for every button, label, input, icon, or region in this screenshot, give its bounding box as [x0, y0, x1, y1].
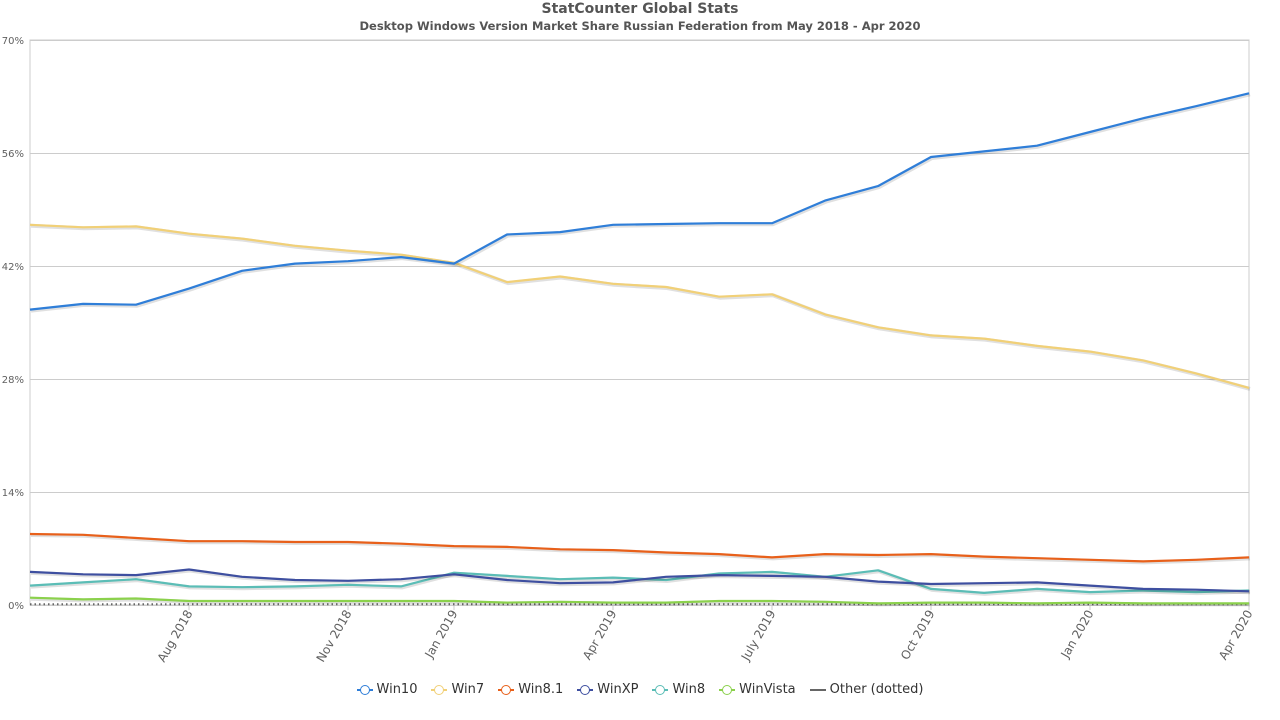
- x-tick-label: July 2019: [738, 608, 779, 664]
- legend-label: Win7: [451, 682, 485, 697]
- x-tick-label: Apr 2019: [580, 608, 620, 663]
- series-line-win7: [29, 223, 1250, 389]
- plot-area: [29, 39, 1250, 606]
- legend-marker-icon: [431, 684, 448, 696]
- x-tick-label: Aug 2018: [155, 608, 196, 665]
- legend-item[interactable]: Win8: [652, 682, 705, 697]
- x-tick-label: Jan 2019: [422, 608, 461, 662]
- legend-marker-icon: [652, 684, 669, 696]
- chart-legend: Win10 Win7 Win8.1 WinXP Win8 WinVista Other (d…: [0, 682, 1280, 697]
- legend-item[interactable]: Other (dotted): [809, 682, 924, 697]
- legend-label: Other (dotted): [829, 682, 924, 697]
- series-line-win10: [29, 92, 1250, 311]
- legend-item[interactable]: Win10: [356, 682, 418, 697]
- legend-item[interactable]: WinXP: [577, 682, 638, 697]
- y-tick-label: 28%: [2, 375, 24, 386]
- legend-marker-icon: [809, 684, 826, 696]
- x-tick-label: Jan 2020: [1058, 608, 1097, 662]
- legend-marker-icon: [498, 684, 515, 696]
- legend-marker-icon: [719, 684, 736, 696]
- legend-label: WinVista: [739, 682, 796, 697]
- chart-title: StatCounter Global Stats: [541, 1, 739, 17]
- y-tick-label: 70%: [2, 36, 24, 47]
- y-tick-label: 14%: [2, 488, 24, 499]
- series-line-winvista: [29, 596, 1249, 605]
- legend-item[interactable]: Win8.1: [498, 682, 563, 697]
- series-line-win8-1: [29, 532, 1250, 563]
- legend-label: Win8.1: [518, 682, 564, 697]
- legend-item[interactable]: Win7: [431, 682, 484, 697]
- chart-subtitle: Desktop Windows Version Market Share Rus…: [359, 19, 921, 33]
- legend-label: Win10: [376, 682, 418, 697]
- x-tick-label: Apr 2020: [1216, 608, 1256, 663]
- y-tick-label: 56%: [2, 149, 24, 160]
- x-tick-label: Oct 2019: [898, 608, 938, 663]
- legend-item[interactable]: WinVista: [719, 682, 796, 697]
- y-tick-label: 0%: [8, 601, 24, 612]
- legend-marker-icon: [577, 684, 594, 696]
- y-tick-label: 42%: [2, 262, 24, 273]
- series-line-winxp: [29, 568, 1250, 593]
- x-tick-label: Nov 2018: [314, 608, 355, 665]
- series-shadow-win10: [30, 92, 1251, 313]
- legend-label: WinXP: [597, 682, 639, 697]
- legend-label: Win8: [672, 682, 706, 697]
- series-shadow-win7: [30, 223, 1251, 391]
- legend-marker-icon: [356, 684, 373, 696]
